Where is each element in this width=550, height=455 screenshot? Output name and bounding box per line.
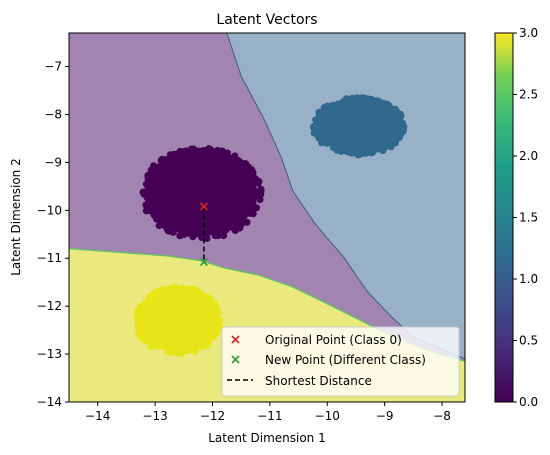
data-point [207, 146, 214, 153]
chart-title: Latent Vectors [216, 12, 317, 28]
data-point [245, 164, 252, 171]
data-point [345, 149, 352, 156]
colorbar-tick-label: 3.0 [519, 26, 538, 40]
data-point [338, 147, 345, 154]
data-point [169, 228, 176, 235]
data-point [141, 191, 148, 198]
x-tick-label: −11 [257, 409, 282, 423]
data-point [148, 292, 155, 299]
colorbar-tick-label: 0.5 [519, 334, 538, 348]
data-point [236, 162, 243, 169]
y-tick-label: −11 [37, 251, 62, 265]
data-point [397, 111, 404, 118]
data-point [319, 138, 326, 145]
data-point [398, 122, 405, 129]
data-point [210, 308, 217, 315]
colorbar-tick-label: 1.0 [519, 272, 538, 286]
data-point [168, 153, 175, 160]
data-point [177, 148, 184, 155]
data-point [145, 206, 152, 213]
data-point [358, 150, 365, 157]
legend-label-distance: Shortest Distance [265, 374, 372, 388]
data-point [212, 229, 219, 236]
colorbar-tick-label: 2.0 [519, 149, 538, 163]
data-point [334, 101, 341, 108]
x-tick-label: −12 [200, 409, 225, 423]
data-point [207, 332, 214, 339]
legend-label-new: New Point (Different Class) [265, 353, 426, 367]
data-point [148, 167, 155, 174]
data-point [341, 98, 348, 105]
x-tick-label: −13 [142, 409, 167, 423]
data-point [190, 146, 197, 153]
y-axis-label: Latent Dimension 2 [9, 158, 23, 276]
data-point [388, 141, 395, 148]
data-point [151, 342, 158, 349]
legend-label-original: Original Point (Class 0) [265, 333, 402, 347]
data-point [361, 96, 368, 103]
data-point [249, 199, 256, 206]
data-point [142, 301, 149, 308]
colorbar-tick-label: 2.5 [519, 88, 538, 102]
y-tick-label: −10 [37, 203, 62, 217]
data-point [248, 205, 255, 212]
data-point [138, 310, 145, 317]
x-tick-label: −9 [376, 409, 394, 423]
data-point [156, 222, 163, 229]
data-point [232, 227, 239, 234]
data-point [375, 145, 382, 152]
x-axis: −14 −13 −12 −11 −10 −9 −8 [85, 402, 451, 423]
colorbar-tick-label: 0.0 [519, 395, 538, 409]
data-point [198, 150, 205, 157]
data-point [203, 294, 210, 301]
data-point [243, 219, 250, 226]
x-tick-label: −14 [85, 409, 110, 423]
legend: Original Point (Class 0) New Point (Diff… [222, 327, 459, 396]
colorbar-gradient [495, 33, 513, 402]
x-tick-label: −8 [433, 409, 451, 423]
x-axis-label: Latent Dimension 1 [208, 431, 326, 445]
data-point [323, 104, 330, 111]
data-point [256, 196, 263, 203]
data-point [181, 285, 188, 292]
colorbar-ticks: 0.0 0.5 1.0 1.5 2.0 2.5 3.0 [513, 26, 538, 409]
y-axis: −14 −13 −12 −11 −10 −9 −8 −7 [37, 60, 69, 409]
y-tick-label: −14 [37, 395, 62, 409]
data-point [156, 214, 163, 221]
data-point [136, 332, 143, 339]
data-point [176, 232, 183, 239]
data-point [143, 181, 150, 188]
data-point [189, 233, 196, 240]
data-point [216, 317, 223, 324]
data-point [161, 162, 168, 169]
data-point [155, 288, 162, 295]
data-point [231, 152, 238, 159]
colorbar: 0.0 0.5 1.0 1.5 2.0 2.5 3.0 [495, 26, 538, 409]
data-point [143, 334, 150, 341]
data-point [316, 111, 323, 118]
y-tick-label: −13 [37, 347, 62, 361]
data-point [201, 342, 208, 349]
y-tick-label: −9 [44, 155, 62, 169]
data-point [251, 190, 258, 197]
data-point [314, 132, 321, 139]
data-point [219, 150, 226, 157]
y-tick-label: −12 [37, 299, 62, 313]
x-tick-label: −10 [315, 409, 340, 423]
data-point [172, 288, 179, 295]
y-tick-label: −7 [44, 60, 62, 74]
data-point [377, 101, 384, 108]
data-point [222, 226, 229, 233]
data-point [252, 178, 259, 185]
data-point [170, 348, 177, 355]
data-point [183, 347, 190, 354]
data-point [312, 122, 319, 129]
y-tick-label: −8 [44, 107, 62, 121]
colorbar-tick-label: 1.5 [519, 211, 538, 225]
